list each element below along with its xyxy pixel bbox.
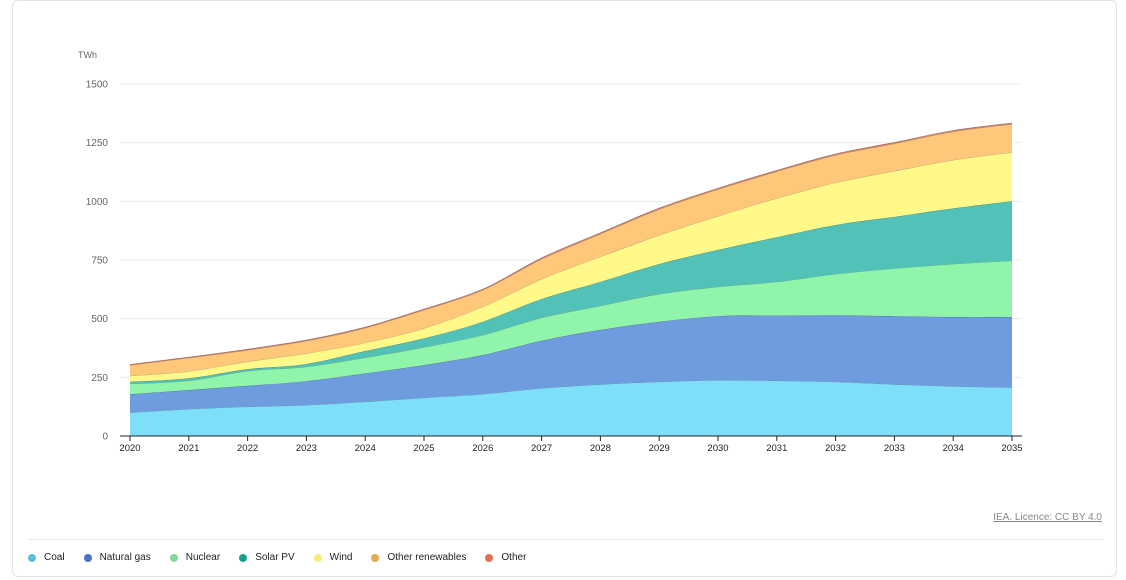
legend-label: Other renewables	[387, 552, 467, 563]
legend-item-other[interactable]: Other	[485, 552, 526, 563]
x-tick-label: 2029	[649, 443, 670, 454]
legend-label: Solar PV	[255, 552, 295, 563]
legend-label: Wind	[329, 552, 353, 563]
legend-dot-icon	[371, 553, 380, 562]
y-axis-label: TWh	[78, 50, 97, 60]
x-tick-label: 2034	[943, 443, 964, 454]
legend-divider	[28, 539, 1103, 540]
legend-item-natural-gas[interactable]: Natural gas	[83, 552, 151, 563]
area-nuclear[interactable]	[130, 260, 1012, 395]
legend-dot-icon	[313, 553, 322, 562]
area-coal[interactable]	[130, 380, 1012, 436]
x-tick-label: 2030	[707, 443, 728, 454]
y-tick-label: 1500	[86, 80, 109, 91]
x-tick-label: 2032	[825, 443, 846, 454]
y-tick-label: 1000	[86, 197, 109, 208]
legend-dot-icon	[239, 553, 248, 562]
x-tick-label: 2026	[472, 443, 493, 454]
stacked-area-chart: 0 250 500 750 1000 1250 1500 TWh 2020 2021 2022 202…	[78, 50, 1023, 454]
legend-dot-icon	[83, 553, 92, 562]
x-tick-label: 2020	[119, 443, 140, 454]
x-tick-label: 2028	[590, 443, 611, 454]
area-solar-pv[interactable]	[130, 201, 1012, 384]
x-tick-label: 2024	[355, 443, 376, 454]
legend-label: Natural gas	[99, 552, 151, 563]
legend-item-solar-pv[interactable]: Solar PV	[239, 552, 295, 563]
y-tick-label: 1250	[86, 138, 109, 149]
x-tick-label: 2021	[178, 443, 199, 454]
x-tick-label: 2027	[531, 443, 552, 454]
legend-label: Other	[501, 552, 527, 563]
x-tick-label: 2031	[766, 443, 787, 454]
y-tick-label: 500	[91, 314, 108, 325]
legend-item-wind[interactable]: Wind	[313, 552, 353, 563]
licence-link[interactable]: IEA. Licence: CC BY 4.0	[993, 512, 1102, 523]
legend-item-other-renewables[interactable]: Other renewables	[371, 552, 466, 563]
legend-item-coal[interactable]: Coal	[28, 552, 65, 563]
legend: Coal Natural gas Nuclear Solar PV Wind Other …	[28, 552, 545, 563]
legend-dot-icon	[485, 553, 494, 562]
legend-label: Coal	[44, 552, 65, 563]
legend-item-nuclear[interactable]: Nuclear	[169, 552, 221, 563]
legend-label: Nuclear	[185, 552, 221, 563]
y-tick-label: 0	[102, 432, 108, 443]
x-tick-label: 2035	[1001, 443, 1022, 454]
y-tick-label: 250	[91, 373, 108, 384]
x-tick-label: 2023	[296, 443, 317, 454]
y-tick-label: 750	[91, 256, 108, 267]
x-tick-label: 2033	[884, 443, 905, 454]
area-other-renewables[interactable]	[130, 124, 1012, 376]
x-tick-label: 2022	[237, 443, 258, 454]
area-natural-gas[interactable]	[130, 315, 1012, 413]
area-edge	[129, 122, 1013, 365]
x-tick-label: 2025	[413, 443, 434, 454]
legend-dot-icon	[28, 553, 36, 562]
legend-dot-icon	[169, 553, 178, 562]
area-wind[interactable]	[130, 152, 1012, 382]
